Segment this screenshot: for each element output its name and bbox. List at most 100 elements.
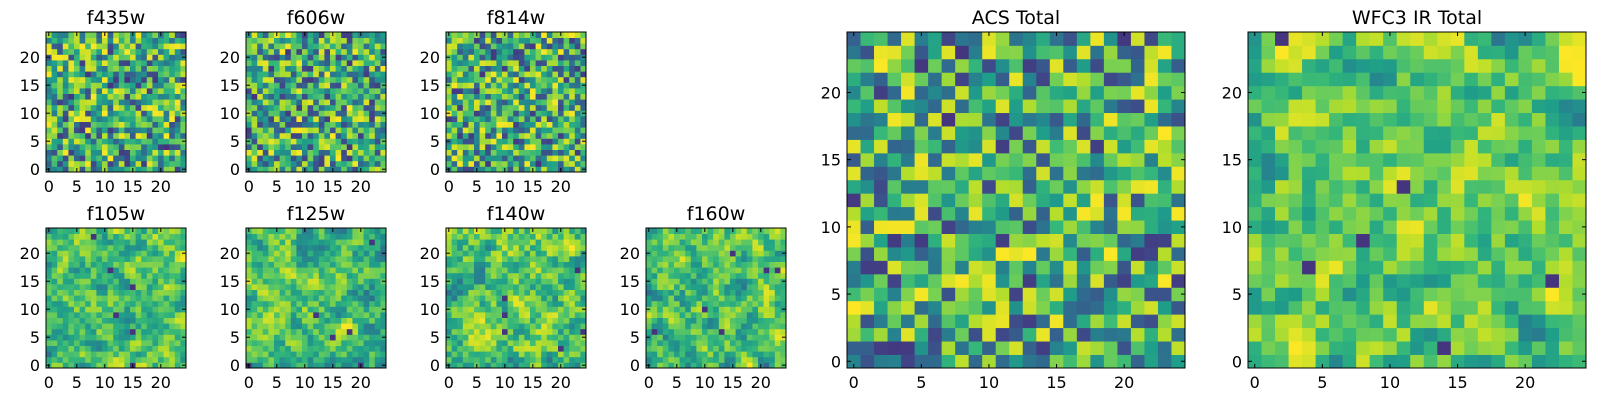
heatmap-cell xyxy=(860,206,875,221)
heatmap-cell xyxy=(679,300,686,307)
heatmap-cell xyxy=(558,233,564,240)
heatmap-cell xyxy=(335,334,342,341)
heatmap-cell xyxy=(130,149,136,156)
heatmap-cell xyxy=(74,88,80,94)
heatmap-cell xyxy=(124,121,131,128)
heatmap-cell xyxy=(490,110,497,117)
heatmap-cell xyxy=(524,256,531,262)
heatmap-cell xyxy=(246,239,252,246)
heatmap-cell xyxy=(85,138,92,145)
heatmap-cell xyxy=(580,60,587,66)
heatmap-cell xyxy=(363,278,370,285)
heatmap-cell xyxy=(569,76,576,83)
heatmap-cell xyxy=(574,65,581,72)
heatmap-cell xyxy=(268,132,275,139)
heatmap-cell xyxy=(102,345,108,352)
heatmap-cell xyxy=(496,351,503,358)
heatmap-cell xyxy=(563,256,570,262)
heatmap-cell xyxy=(451,88,458,94)
heatmap-cell xyxy=(1076,300,1091,315)
heatmap-cell xyxy=(302,272,308,279)
y-tick-label: 0 xyxy=(230,356,240,375)
heatmap-cell xyxy=(313,43,320,50)
heatmap-cell xyxy=(1009,341,1024,355)
heatmap-cell xyxy=(107,104,114,111)
heatmap-cell xyxy=(530,116,536,122)
heatmap-cell xyxy=(313,272,320,279)
heatmap-cell xyxy=(535,82,542,89)
heatmap-cell xyxy=(752,362,759,369)
heatmap-cell xyxy=(62,132,69,139)
heatmap-cell xyxy=(302,60,308,66)
heatmap-cell xyxy=(662,306,669,313)
heatmap-cell xyxy=(290,284,297,290)
heatmap-cell xyxy=(1117,220,1132,234)
heatmap-cell xyxy=(307,60,314,66)
heatmap-cell xyxy=(335,60,342,66)
heatmap-cell xyxy=(290,110,297,117)
heatmap-cell xyxy=(479,317,486,324)
heatmap-cell xyxy=(369,48,376,55)
heatmap-cell xyxy=(274,155,280,162)
heatmap-cell xyxy=(485,43,492,50)
heatmap-cell xyxy=(68,127,75,134)
heatmap-cell xyxy=(496,149,503,156)
heatmap-cell xyxy=(102,104,108,111)
heatmap-cell xyxy=(96,76,103,83)
heatmap-cell xyxy=(724,328,731,335)
heatmap-cell xyxy=(507,267,514,274)
heatmap-cell xyxy=(558,60,564,66)
heatmap-cell xyxy=(130,267,136,274)
heatmap-cell xyxy=(62,149,69,156)
heatmap-cell xyxy=(113,54,120,61)
heatmap-cell xyxy=(85,76,92,83)
heatmap-cell xyxy=(257,93,264,100)
heatmap-cell xyxy=(569,256,576,262)
heatmap-cell xyxy=(1076,233,1091,248)
heatmap-cell xyxy=(330,82,336,89)
heatmap-cell xyxy=(569,284,576,290)
y-tick-label: 5 xyxy=(630,328,640,347)
heatmap-cell xyxy=(374,340,381,346)
heatmap-cell xyxy=(1009,260,1024,275)
heatmap-cell xyxy=(246,37,252,44)
heatmap-cell xyxy=(146,71,153,78)
heatmap-cell xyxy=(1063,233,1078,248)
heatmap-cell xyxy=(279,284,286,290)
heatmap-cell xyxy=(713,289,720,296)
heatmap-cell xyxy=(513,317,520,324)
heatmap-cell xyxy=(507,256,514,262)
heatmap-cell xyxy=(513,54,520,61)
heatmap-cell xyxy=(518,250,525,257)
heatmap-cell xyxy=(780,228,787,234)
heatmap-cell xyxy=(62,48,69,55)
heatmap-cell xyxy=(524,239,531,246)
heatmap-cell xyxy=(85,345,92,352)
heatmap-cell xyxy=(107,54,114,61)
heatmap-cell xyxy=(479,71,486,78)
heatmap-cell xyxy=(651,228,658,234)
heatmap-cell xyxy=(535,149,542,156)
heatmap-cell xyxy=(296,132,303,139)
heatmap-cell xyxy=(51,250,58,257)
heatmap-cell xyxy=(741,317,748,324)
heatmap-cell xyxy=(580,149,587,156)
heatmap-cell xyxy=(887,233,902,248)
heatmap-cell xyxy=(68,138,75,145)
heatmap-cell xyxy=(307,127,314,134)
heatmap-cell xyxy=(146,272,153,279)
heatmap-cell xyxy=(1049,314,1064,329)
heatmap-cell xyxy=(279,32,286,38)
heatmap-cell xyxy=(307,239,314,246)
heatmap-cell xyxy=(485,345,492,352)
heatmap-cell xyxy=(546,289,553,296)
heatmap-cell xyxy=(96,328,103,335)
heatmap-cell xyxy=(102,76,108,83)
heatmap-cell xyxy=(118,37,125,44)
heatmap-cell xyxy=(141,54,148,61)
heatmap-cell xyxy=(107,250,114,257)
heatmap-cell xyxy=(130,155,136,162)
heatmap-cell xyxy=(451,138,458,145)
heatmap-cell xyxy=(685,300,692,307)
heatmap-cell xyxy=(62,233,69,240)
